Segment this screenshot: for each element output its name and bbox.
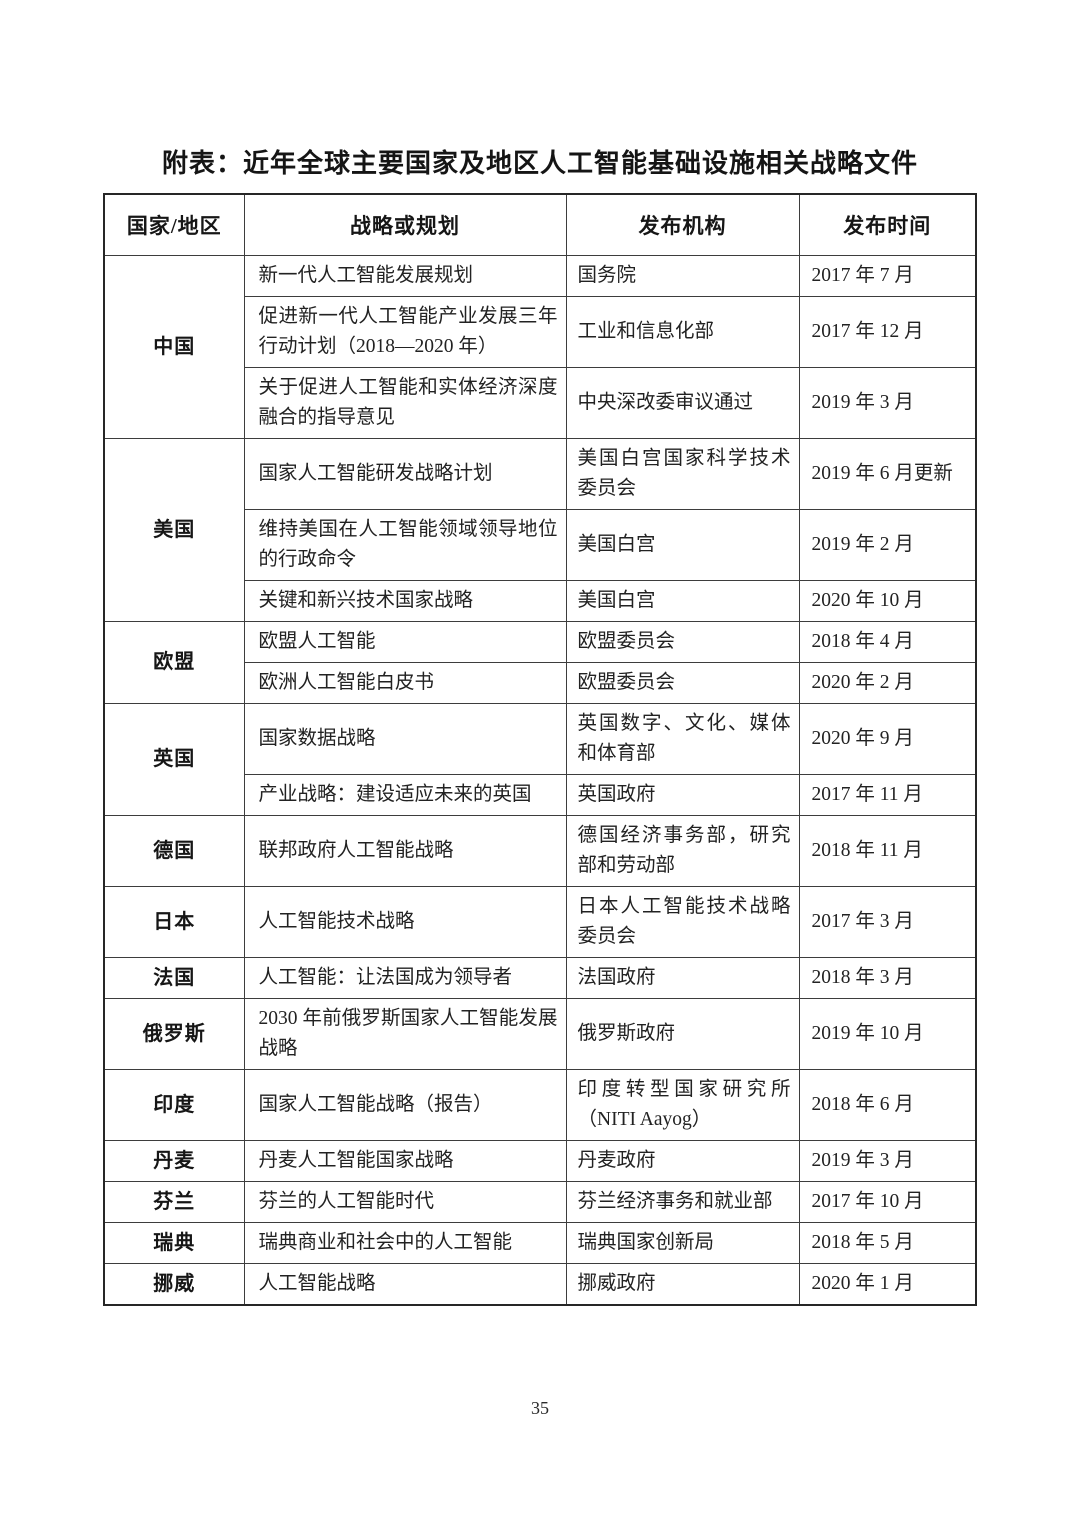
date-cell: 2020 年 10 月 <box>798 579 977 622</box>
strategy-cell: 维持美国在人工智能领域领导地位的行政命令 <box>243 508 567 581</box>
agency-cell: 丹麦政府 <box>565 1139 800 1182</box>
agency-cell: 瑞典国家创新局 <box>565 1221 800 1264</box>
header-row: 国家/地区 战略或规划 发布机构 发布时间 <box>103 193 977 256</box>
table-row: 关于促进人工智能和实体经济深度融合的指导意见 中央深改委审议通过 2019 年 3 … <box>104 366 977 439</box>
page-title: 附表：近年全球主要国家及地区人工智能基础设施相关战略文件 <box>161 148 918 178</box>
agency-cell: 印度转型国家研究所（NITI Aayog） <box>565 1068 800 1141</box>
column-header-2: 发布机构 <box>565 193 800 256</box>
column-header-3: 发布时间 <box>798 193 977 256</box>
region-cell: 美国 <box>103 437 245 622</box>
date-cell: 2020 年 9 月 <box>798 702 977 775</box>
region-cell: 俄罗斯 <box>103 997 245 1070</box>
table-body: 中国 新一代人工智能发展规划 国务院 2017 年 7 月促进新一代人工智能产业发展三… <box>103 254 977 1305</box>
strategy-cell: 国家数据战略 <box>243 702 567 775</box>
agency-cell: 英国政府 <box>565 773 800 816</box>
table-row: 关键和新兴技术国家战略 美国白宫 2020 年 10 月 <box>104 579 977 622</box>
strategy-cell: 人工智能战略 <box>243 1262 567 1305</box>
strategy-cell: 促进新一代人工智能产业发展三年行动计划（2018—2020 年） <box>243 295 567 368</box>
strategy-cell: 丹麦人工智能国家战略 <box>243 1139 567 1182</box>
agency-cell: 法国政府 <box>565 956 800 999</box>
table-row: 维持美国在人工智能领域领导地位的行政命令 美国白宫 2019 年 2 月 <box>104 508 977 581</box>
region-cell: 丹麦 <box>103 1139 245 1182</box>
region-cell: 法国 <box>103 956 245 999</box>
strategy-cell: 人工智能：让法国成为领导者 <box>243 956 567 999</box>
date-cell: 2019 年 6 月更新 <box>798 437 977 510</box>
agency-cell: 美国白宫 <box>565 579 800 622</box>
region-cell: 挪威 <box>103 1262 245 1305</box>
region-cell: 芬兰 <box>103 1180 245 1223</box>
table-row: 瑞典 瑞典商业和社会中的人工智能 瑞典国家创新局 2018 年 5 月 <box>103 1221 977 1264</box>
date-cell: 2018 年 3 月 <box>798 956 977 999</box>
date-cell: 2019 年 3 月 <box>798 366 977 439</box>
table-row: 产业战略：建设适应未来的英国 英国政府 2017 年 11 月 <box>104 773 977 816</box>
agency-cell: 芬兰经济事务和就业部 <box>565 1180 800 1223</box>
strategy-cell: 新一代人工智能发展规划 <box>243 254 567 297</box>
date-cell: 2018 年 4 月 <box>798 620 977 663</box>
region-cell: 日本 <box>103 885 245 958</box>
region-cell: 印度 <box>103 1068 245 1141</box>
date-cell: 2017 年 11 月 <box>798 773 977 816</box>
agency-cell: 日本人工智能技术战略委员会 <box>565 885 800 958</box>
agency-cell: 德国经济事务部，研究部和劳动部 <box>565 814 800 887</box>
agency-cell: 中央深改委审议通过 <box>565 366 800 439</box>
agency-cell: 俄罗斯政府 <box>565 997 800 1070</box>
agency-cell: 英国数字、文化、媒体和体育部 <box>565 702 800 775</box>
table-row: 挪威 人工智能战略 挪威政府 2020 年 1 月 <box>103 1262 977 1305</box>
strategy-cell: 欧盟人工智能 <box>243 620 567 663</box>
date-cell: 2018 年 6 月 <box>798 1068 977 1141</box>
date-cell: 2018 年 11 月 <box>798 814 977 887</box>
region-cell: 中国 <box>103 254 245 439</box>
table-row: 欧洲人工智能白皮书 欧盟委员会 2020 年 2 月 <box>104 661 977 704</box>
agency-cell: 美国白宫国家科学技术委员会 <box>565 437 800 510</box>
strategy-cell: 产业战略：建设适应未来的英国 <box>243 773 567 816</box>
date-cell: 2019 年 2 月 <box>798 508 977 581</box>
agency-cell: 欧盟委员会 <box>565 620 800 663</box>
agency-cell: 挪威政府 <box>565 1262 800 1305</box>
date-cell: 2020 年 2 月 <box>798 661 977 704</box>
strategy-cell: 联邦政府人工智能战略 <box>243 814 567 887</box>
strategy-cell: 人工智能技术战略 <box>243 885 567 958</box>
date-cell: 2018 年 5 月 <box>798 1221 977 1264</box>
strategy-cell: 关键和新兴技术国家战略 <box>243 579 567 622</box>
strategy-cell: 欧洲人工智能白皮书 <box>243 661 567 704</box>
table-row: 促进新一代人工智能产业发展三年行动计划（2018—2020 年） 工业和信息化部 2… <box>104 295 977 368</box>
agency-cell: 欧盟委员会 <box>565 661 800 704</box>
strategy-cell: 芬兰的人工智能时代 <box>243 1180 567 1223</box>
strategy-cell: 国家人工智能研发战略计划 <box>243 437 567 510</box>
table-row: 印度 国家人工智能战略（报告） 印度转型国家研究所（NITI Aayog） 2018 … <box>103 1068 977 1141</box>
date-cell: 2019 年 3 月 <box>798 1139 977 1182</box>
date-cell: 2017 年 7 月 <box>798 254 977 297</box>
region-cell: 瑞典 <box>103 1221 245 1264</box>
table-row: 英国 国家数据战略 英国数字、文化、媒体和体育部 2020 年 9 月 <box>103 702 977 816</box>
column-header-1: 战略或规划 <box>243 193 567 256</box>
page-number: 35 <box>531 1398 549 1418</box>
date-cell: 2017 年 10 月 <box>798 1180 977 1223</box>
table-row: 芬兰 芬兰的人工智能时代 芬兰经济事务和就业部 2017 年 10 月 <box>103 1180 977 1223</box>
column-header-0: 国家/地区 <box>103 193 245 256</box>
table-row: 欧盟 欧盟人工智能 欧盟委员会 2018 年 4 月 <box>103 620 977 704</box>
agency-cell: 美国白宫 <box>565 508 800 581</box>
strategy-cell: 瑞典商业和社会中的人工智能 <box>243 1221 567 1264</box>
date-cell: 2020 年 1 月 <box>798 1262 977 1305</box>
region-cell: 欧盟 <box>103 620 245 704</box>
table-row: 丹麦 丹麦人工智能国家战略 丹麦政府 2019 年 3 月 <box>103 1139 977 1182</box>
table-row: 日本 人工智能技术战略 日本人工智能技术战略委员会 2017 年 3 月 <box>103 885 977 958</box>
table-row: 俄罗斯 2030 年前俄罗斯国家人工智能发展战略 俄罗斯政府 2019 年 10 月 <box>103 997 977 1070</box>
date-cell: 2019 年 10 月 <box>798 997 977 1070</box>
table-row: 中国 新一代人工智能发展规划 国务院 2017 年 7 月 <box>103 254 977 439</box>
agency-cell: 国务院 <box>565 254 800 297</box>
table-row: 德国 联邦政府人工智能战略 德国经济事务部，研究部和劳动部 2018 年 11 月 <box>103 814 977 887</box>
table-row: 美国 国家人工智能研发战略计划 美国白宫国家科学技术委员会 2019 年 6 月更新 <box>103 437 977 622</box>
strategy-cell: 2030 年前俄罗斯国家人工智能发展战略 <box>243 997 567 1070</box>
date-cell: 2017 年 3 月 <box>798 885 977 958</box>
strategy-cell: 国家人工智能战略（报告） <box>243 1068 567 1141</box>
strategy-table: 国家/地区 战略或规划 发布机构 发布时间 中国 新一代人工智能发展规划 国务院 2017 … <box>103 193 977 1306</box>
region-cell: 德国 <box>103 814 245 887</box>
region-cell: 英国 <box>103 702 245 816</box>
table-row: 法国 人工智能：让法国成为领导者 法国政府 2018 年 3 月 <box>103 956 977 999</box>
date-cell: 2017 年 12 月 <box>798 295 977 368</box>
agency-cell: 工业和信息化部 <box>565 295 800 368</box>
strategy-cell: 关于促进人工智能和实体经济深度融合的指导意见 <box>243 366 567 439</box>
